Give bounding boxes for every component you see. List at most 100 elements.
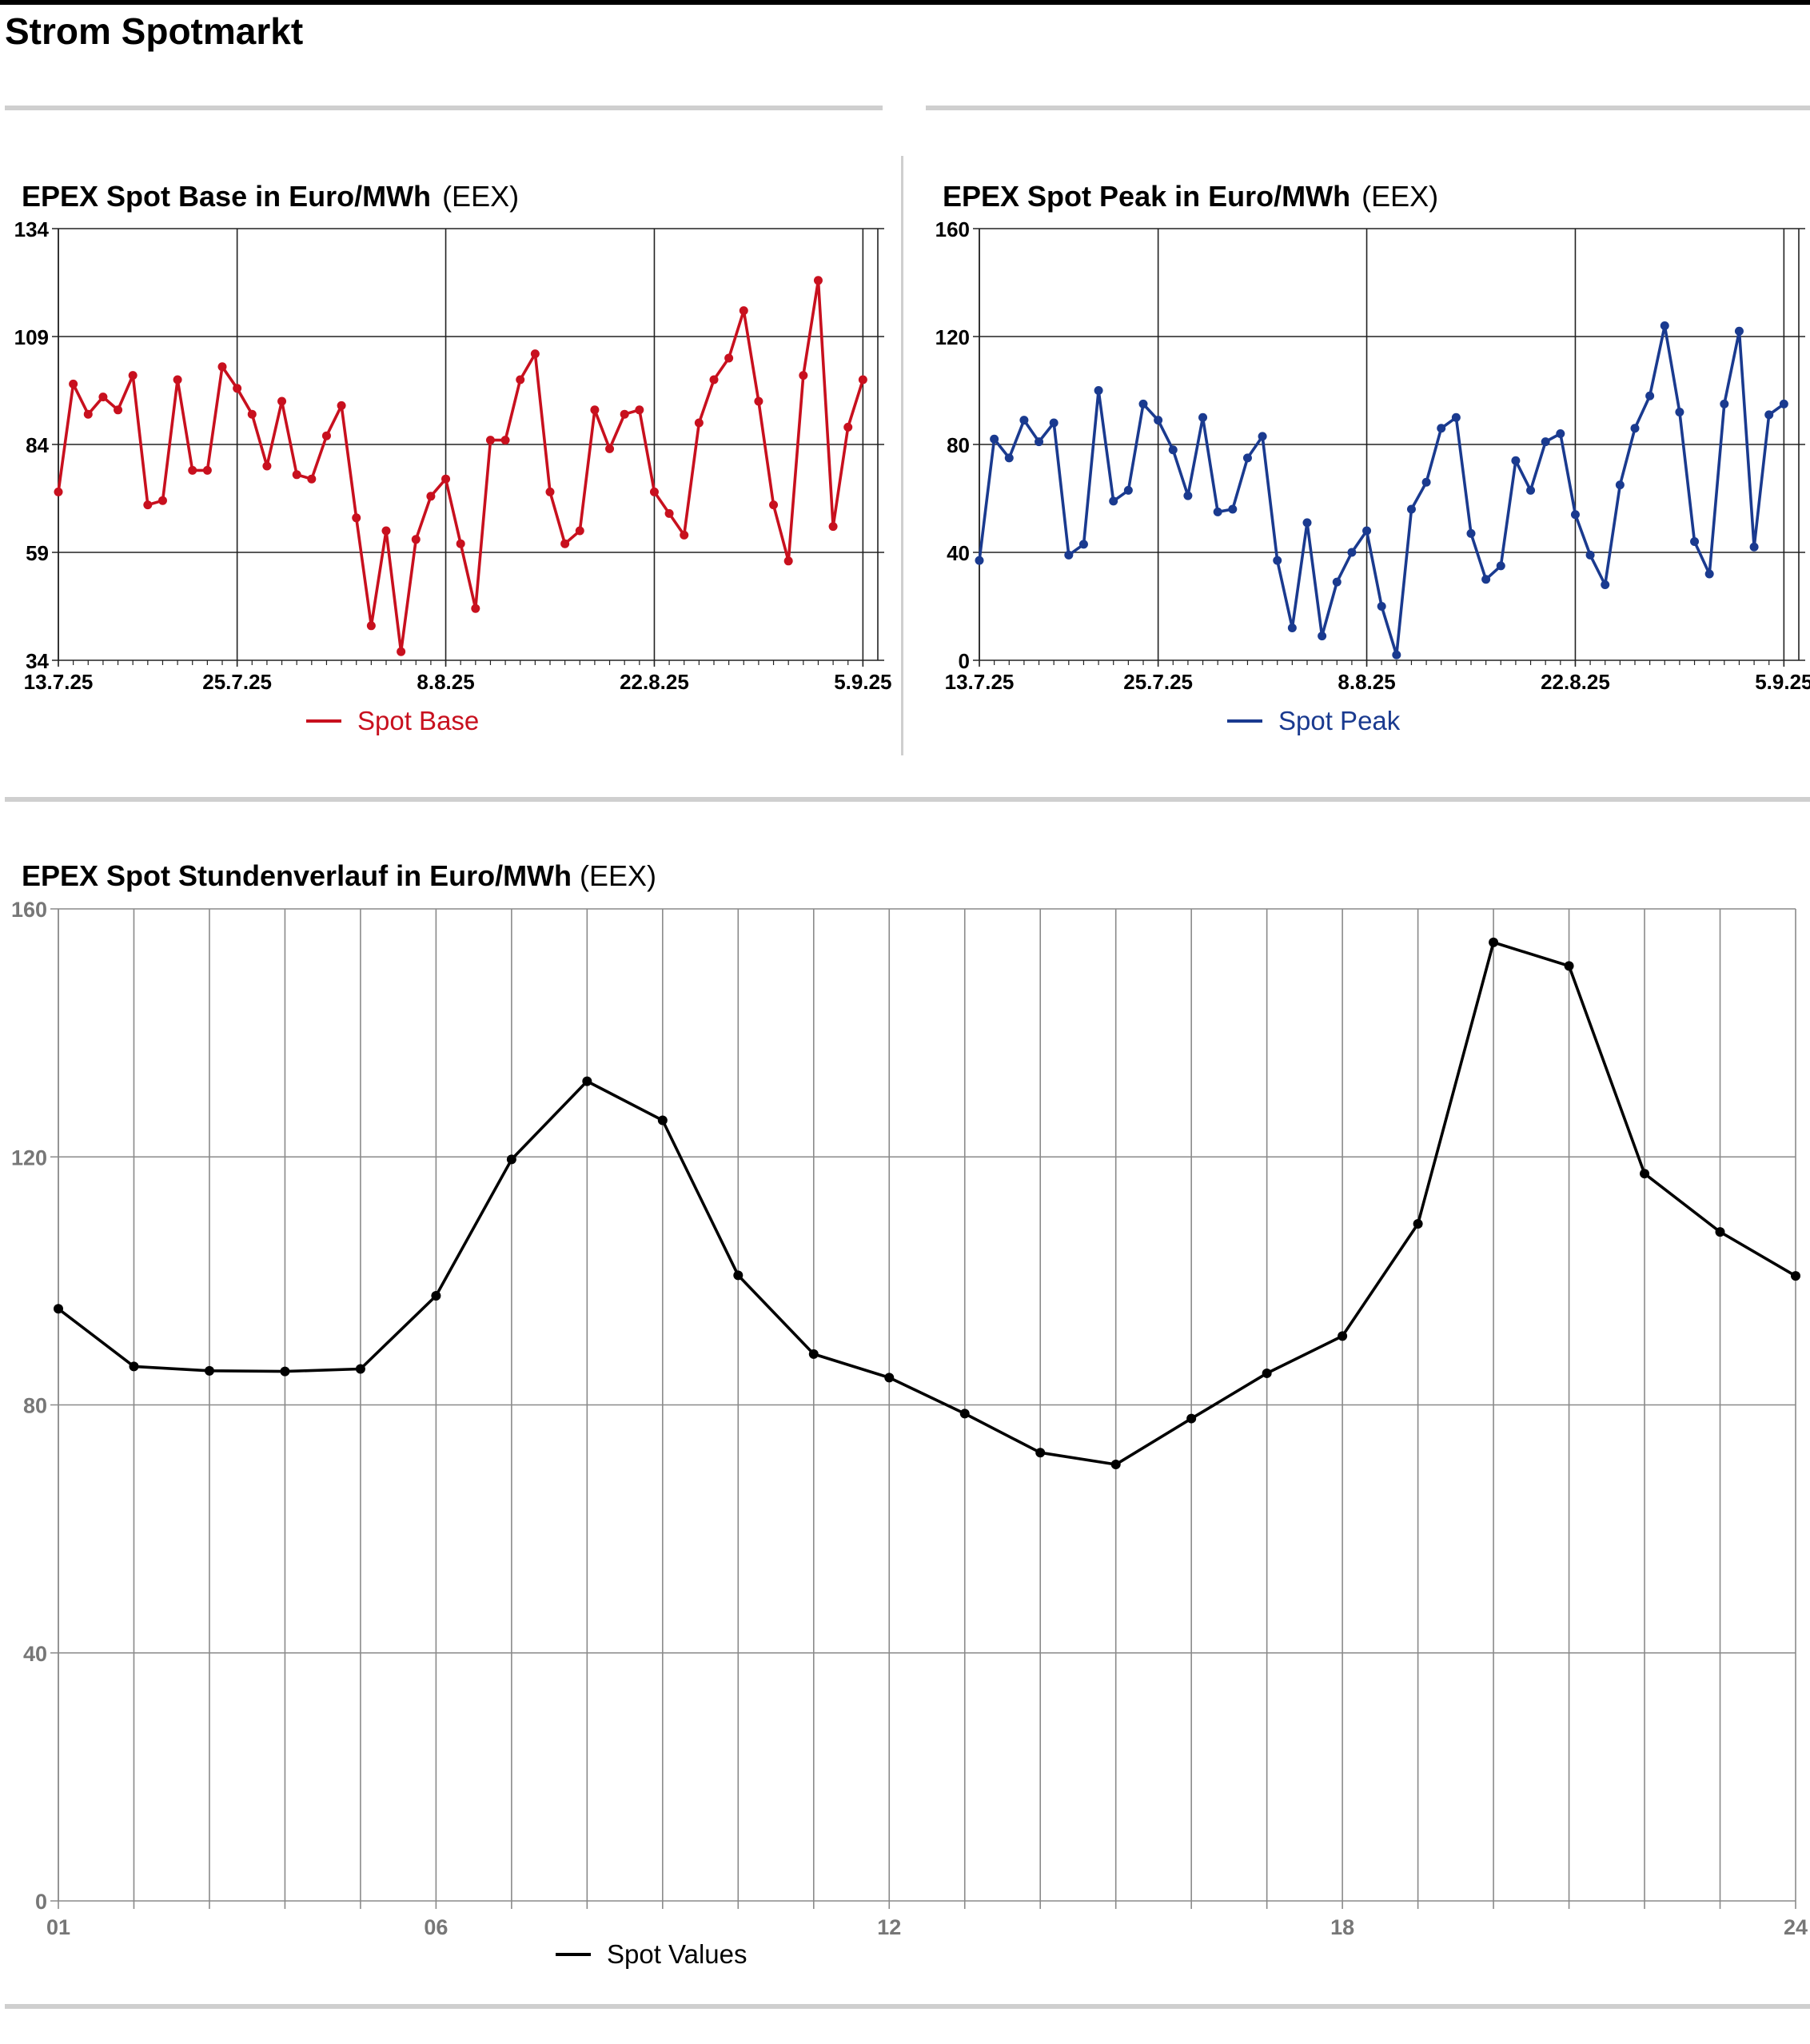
peak-data-point xyxy=(1004,453,1014,463)
peak-data-point xyxy=(1556,429,1565,438)
base-data-point xyxy=(292,470,301,480)
hourly-data-point xyxy=(431,1290,441,1301)
hourly-title-source: (EEX) xyxy=(580,859,657,892)
hourly-data-point xyxy=(1715,1227,1725,1237)
peak-data-point xyxy=(975,556,984,565)
base-data-point xyxy=(575,526,584,536)
base-data-point xyxy=(217,362,227,372)
base-data-point xyxy=(769,500,779,510)
peak-data-point xyxy=(1601,580,1610,589)
peak-legend: Spot Peak xyxy=(1227,706,1400,736)
peak-data-point xyxy=(1019,416,1029,425)
base-data-point xyxy=(709,375,719,384)
base-data-point xyxy=(262,461,272,471)
peak-data-point xyxy=(1287,624,1297,632)
peak-data-point xyxy=(1615,480,1625,490)
base-data-point xyxy=(530,349,540,359)
base-data-point xyxy=(188,465,197,475)
peak-data-point xyxy=(1109,496,1118,506)
hourly-data-point xyxy=(657,1115,668,1126)
base-y-tick-label: 109 xyxy=(14,325,49,349)
page-title: Strom Spotmarkt xyxy=(5,10,304,52)
divider-bottom xyxy=(5,2004,1810,2009)
base-data-point xyxy=(247,409,257,419)
hourly-x-tick-label: 12 xyxy=(877,1915,901,1939)
hourly-data-point xyxy=(733,1270,744,1281)
peak-data-point xyxy=(1406,504,1416,514)
top-rule xyxy=(0,0,1810,5)
base-data-point xyxy=(471,604,480,613)
base-data-point xyxy=(828,522,838,532)
base-x-tick-label: 13.7.25 xyxy=(24,670,94,694)
base-data-point xyxy=(426,492,436,501)
peak-data-point xyxy=(1645,391,1655,400)
peak-title-source: (EEX) xyxy=(1361,180,1439,213)
peak-data-point xyxy=(1392,650,1401,659)
peak-data-point xyxy=(1764,410,1774,420)
peak-x-tick-label: 22.8.25 xyxy=(1541,670,1610,694)
hourly-data-point xyxy=(1110,1459,1121,1469)
hourly-y-tick-label: 80 xyxy=(23,1394,47,1418)
base-data-point xyxy=(813,276,823,285)
peak-data-point xyxy=(1228,504,1238,514)
base-data-point xyxy=(54,487,63,496)
peak-data-point xyxy=(1734,326,1744,336)
base-legend: Spot Base xyxy=(306,706,479,736)
peak-data-point xyxy=(1168,445,1178,455)
base-data-point xyxy=(724,353,734,363)
base-data-point xyxy=(411,535,421,544)
peak-data-point xyxy=(1035,437,1044,447)
base-data-point xyxy=(157,496,167,505)
base-data-point xyxy=(516,375,525,384)
base-data-point xyxy=(649,487,659,496)
base-data-point xyxy=(590,405,600,415)
hourly-data-point xyxy=(204,1365,214,1376)
base-data-point xyxy=(366,621,376,631)
hourly-data-point xyxy=(808,1349,819,1359)
hourly-data-point xyxy=(1035,1448,1046,1458)
panel-separator xyxy=(901,156,903,755)
hourly-data-point xyxy=(884,1373,895,1383)
base-data-point xyxy=(858,375,867,384)
base-data-point xyxy=(500,436,510,445)
hourly-data-point xyxy=(129,1361,139,1372)
peak-x-tick-label: 13.7.25 xyxy=(945,670,1015,694)
base-x-tick-label: 5.9.25 xyxy=(834,670,891,694)
hourly-data-point xyxy=(355,1364,365,1374)
peak-data-point xyxy=(990,434,999,444)
peak-data-point xyxy=(1421,477,1431,487)
peak-data-point xyxy=(1318,632,1327,641)
base-data-point xyxy=(783,556,793,566)
base-data-point xyxy=(277,396,287,406)
base-data-point xyxy=(694,418,704,428)
hourly-data-point xyxy=(1413,1219,1423,1229)
hourly-data-point xyxy=(1564,961,1574,971)
peak-x-tick-label: 25.7.25 xyxy=(1123,670,1193,694)
peak-data-point xyxy=(1302,518,1312,528)
peak-data-point xyxy=(1749,542,1759,552)
base-data-point xyxy=(441,474,451,484)
hourly-x-tick-label: 06 xyxy=(424,1915,448,1939)
base-data-point xyxy=(456,539,465,548)
peak-y-tick-label: 40 xyxy=(947,541,970,565)
base-data-point xyxy=(560,539,570,548)
peak-y-tick-label: 120 xyxy=(935,325,970,349)
peak-data-point xyxy=(1347,548,1357,557)
peak-chart-title: EPEX Spot Peak in Euro/MWh (EEX) xyxy=(943,180,1438,213)
peak-data-point xyxy=(1123,485,1133,495)
hourly-legend-swatch xyxy=(556,1953,591,1956)
peak-data-point xyxy=(1779,399,1788,408)
hourly-y-tick-label: 40 xyxy=(23,1642,47,1666)
hourly-title-text: EPEX Spot Stundenverlauf in Euro/MWh xyxy=(22,859,572,892)
hourly-x-tick-label: 01 xyxy=(46,1915,70,1939)
peak-data-point xyxy=(1660,321,1669,330)
peak-data-point xyxy=(1496,561,1505,571)
hourly-data-point xyxy=(1640,1169,1650,1179)
hourly-data-point xyxy=(1791,1271,1800,1281)
peak-y-tick-label: 80 xyxy=(947,433,970,457)
peak-y-tick-label: 160 xyxy=(935,217,970,241)
peak-data-point xyxy=(1570,510,1580,520)
base-data-point xyxy=(352,513,361,523)
base-data-point xyxy=(114,405,123,415)
